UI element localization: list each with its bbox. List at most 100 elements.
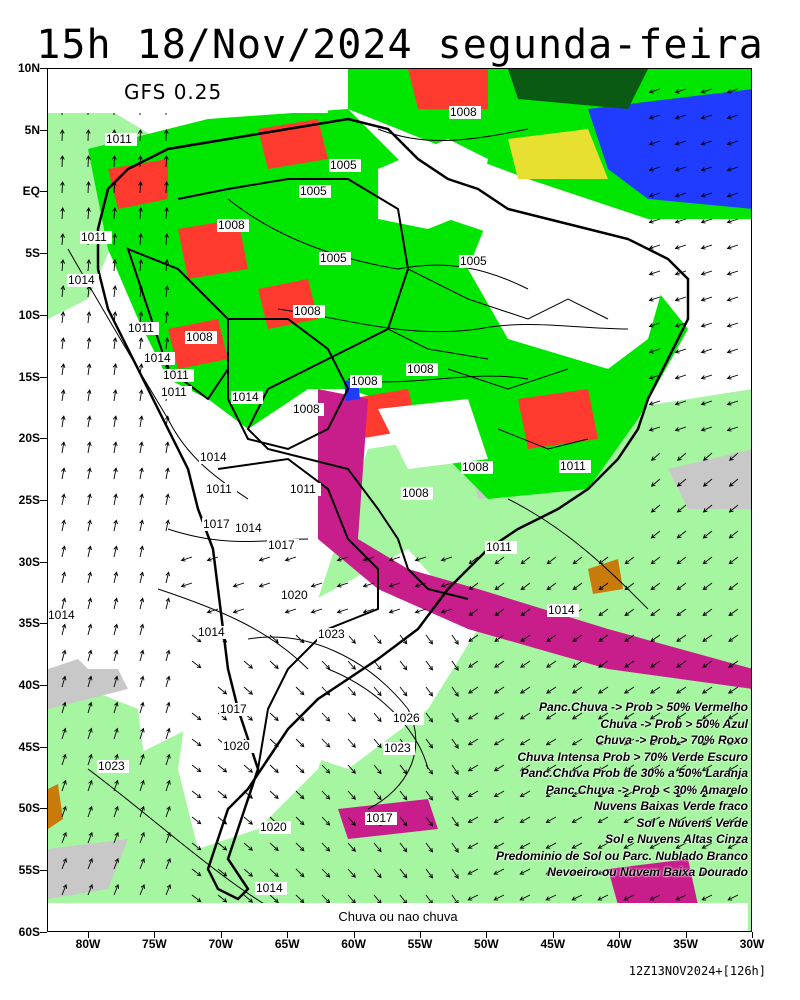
wind-arrow	[675, 764, 687, 772]
isobar-label-bg	[160, 386, 192, 399]
wind-arrow	[726, 296, 739, 302]
lon-label: 40W	[606, 937, 632, 951]
lon-tick	[420, 932, 421, 938]
wind-arrow	[545, 764, 557, 772]
wind-arrow	[112, 259, 118, 272]
wind-arrow	[727, 842, 739, 849]
wind-arrow	[425, 634, 434, 645]
wind-arrow	[164, 155, 169, 168]
wind-arrow	[87, 545, 92, 558]
wind-arrow	[701, 868, 713, 875]
wind-arrow	[451, 660, 459, 671]
wind-arrow	[165, 857, 171, 870]
lat-tick	[40, 561, 47, 563]
isobar-label: 1011	[206, 482, 232, 496]
wind-arrow	[701, 764, 713, 772]
wind-arrow	[269, 738, 279, 748]
wind-arrow	[494, 634, 505, 642]
lat-tick	[40, 68, 47, 69]
wind-arrow	[519, 738, 531, 746]
wind-arrow	[728, 556, 739, 565]
wind-arrow	[425, 764, 434, 775]
wind-arrow	[519, 816, 531, 823]
wind-arrow	[373, 790, 382, 801]
wind-arrow	[191, 738, 202, 747]
wind-arrow	[180, 556, 193, 562]
wind-arrow	[674, 400, 687, 406]
wind-arrow	[726, 88, 739, 94]
wind-arrow	[217, 842, 228, 851]
wind-arrow	[649, 842, 661, 849]
wind-arrow	[310, 582, 323, 588]
isobar-label: 1014	[68, 273, 95, 287]
wind-arrow	[295, 634, 305, 644]
isobar-label: 1008	[218, 218, 245, 232]
wind-arrow	[648, 192, 661, 198]
wind-arrow	[598, 686, 609, 694]
wind-arrow	[113, 779, 119, 792]
wind-arrow	[243, 764, 254, 773]
lat-tick	[40, 623, 47, 625]
wind-arrow	[572, 634, 583, 642]
wind-arrow	[700, 114, 713, 120]
wind-arrow	[648, 88, 661, 94]
wind-arrow	[546, 686, 557, 694]
map-title: 15h 18/Nov/2024 segunda-feira	[36, 22, 764, 68]
wind-arrow	[598, 556, 609, 565]
field-rain-darkgreen	[508, 69, 648, 109]
wind-arrow	[649, 738, 661, 746]
wind-arrow	[258, 556, 271, 562]
wind-arrow	[727, 868, 739, 875]
isobar-label-bg	[259, 821, 291, 834]
legend-item: Panc.Chuva -> Prob > 50% Vermelho	[539, 700, 748, 714]
wind-arrow	[336, 556, 349, 562]
wind-arrow	[165, 883, 172, 896]
wind-arrow	[493, 894, 505, 901]
isobar-label: 1008	[351, 374, 378, 388]
lat-tick	[40, 253, 47, 255]
wind-arrow	[451, 712, 459, 723]
wind-arrow	[493, 842, 505, 849]
wind-arrow	[269, 894, 279, 904]
field-sunny-north	[378, 139, 488, 229]
wind-arrow	[295, 868, 305, 878]
wind-arrow	[520, 634, 531, 642]
isobar-label: 1011	[560, 459, 586, 473]
wind-arrow	[493, 738, 505, 746]
forecast-map: 1008 1011 1005 1005 1008 1011 1014 1005 1005 1008…	[47, 68, 752, 932]
wind-arrow	[519, 894, 531, 901]
isobar-label: 1020	[281, 588, 308, 602]
isobar-1020	[157, 588, 309, 670]
wind-arrow	[650, 556, 661, 565]
wind-arrow	[206, 556, 219, 562]
wind-arrow	[467, 816, 479, 823]
lat-tick	[40, 191, 47, 193]
field-low-clouds-pacific	[48, 689, 148, 829]
wind-arrow	[217, 686, 228, 695]
wind-arrow	[545, 738, 557, 746]
wind-arrow	[60, 311, 66, 324]
wind-arrow	[728, 582, 739, 591]
wind-arrow	[191, 790, 202, 799]
isobar-label-bg	[127, 322, 159, 335]
wind-arrow	[451, 764, 459, 775]
wind-arrow	[86, 207, 91, 220]
wind-arrow	[61, 441, 66, 454]
isobar-label-bg	[559, 460, 591, 473]
wind-arrow	[414, 582, 427, 588]
wind-arrow	[113, 727, 119, 740]
wind-arrow	[624, 686, 635, 694]
wind-arrow	[648, 218, 661, 224]
wind-arrow	[295, 738, 305, 748]
isobar-label: 1008	[294, 304, 321, 318]
wind-arrow	[191, 868, 202, 877]
wind-arrow	[519, 868, 531, 875]
wind-arrow	[571, 790, 583, 797]
wind-arrow	[571, 764, 583, 772]
lon-label: 50W	[474, 937, 499, 951]
field-showers-red-2	[178, 219, 248, 279]
wind-arrow	[545, 712, 557, 720]
wind-arrow	[113, 883, 120, 896]
wind-arrow	[700, 270, 713, 276]
